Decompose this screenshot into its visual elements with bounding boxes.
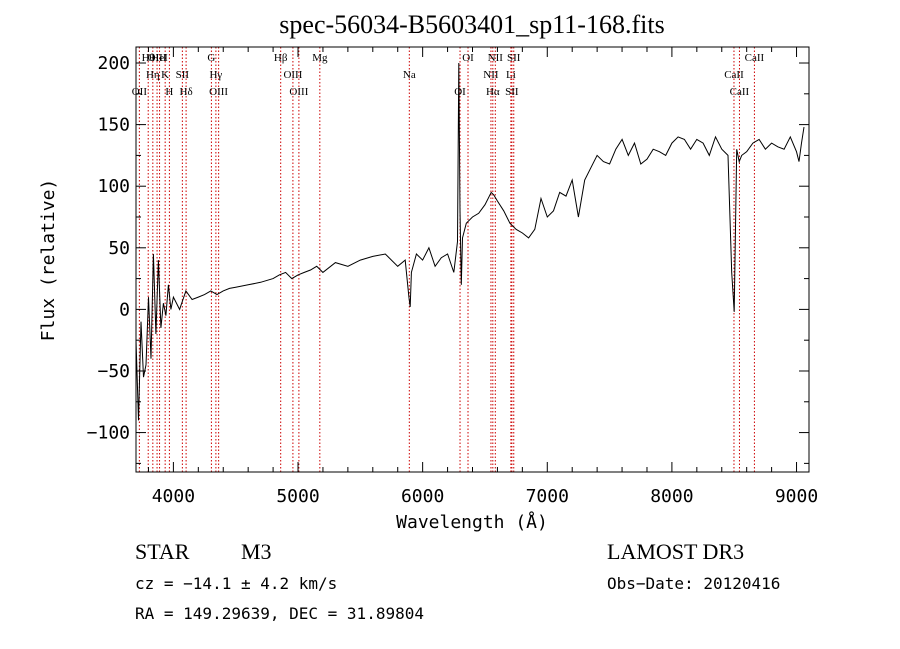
x-tick-label: 8000 — [650, 486, 693, 507]
line-marker-label: Hθ — [142, 52, 155, 64]
line-marker-label: SII — [505, 86, 519, 98]
y-tick-label: 150 — [97, 115, 130, 136]
line-marker-label: Hδ — [180, 86, 193, 98]
object-subclass: M3 — [241, 539, 272, 564]
line-marker-label: OIII — [283, 69, 302, 81]
x-tick-label: 9000 — [775, 486, 818, 507]
y-tick-label: 0 — [119, 299, 130, 320]
y-tick-label: −50 — [97, 361, 130, 382]
y-tick-label: 100 — [97, 176, 130, 197]
x-axis-label: Wavelength (Å) — [396, 511, 548, 533]
line-marker-label: Li — [506, 69, 516, 81]
line-marker-label: HeI — [151, 52, 168, 64]
x-axis-ticks: 4000 5000 6000 7000 8000 9000 — [147, 47, 818, 507]
line-marker-label: G — [207, 52, 215, 64]
plot-frame — [135, 46, 810, 473]
survey-name: LAMOST DR3 — [607, 539, 744, 564]
line-marker-label: OIII — [289, 86, 308, 98]
line-marker-labels: Hθ Hη OII OIII KH HeI SII Hδ G Hγ OIII Hβ OIII OIII Mg… — [132, 52, 765, 98]
line-marker-label: SII — [507, 52, 521, 64]
line-marker-label: OI — [462, 52, 474, 64]
line-marker-label: SII — [176, 69, 190, 81]
x-tick-label: 6000 — [401, 486, 444, 507]
line-markers — [138, 47, 755, 472]
line-marker-label: CaII — [745, 52, 765, 64]
line-marker-label: NII — [483, 69, 499, 81]
line-marker-label: H — [165, 86, 173, 98]
y-axis-ticks: −100 −50 0 50 100 150 200 — [87, 53, 809, 464]
spectrum-line — [135, 62, 805, 421]
chart-title: spec-56034-B5603401_sp11-168.fits — [279, 10, 664, 39]
line-marker-label: Hβ — [274, 52, 288, 64]
line-marker-label: OIII — [148, 52, 167, 64]
line-marker-label: OI — [454, 86, 466, 98]
cz-value: cz = −14.1 ± 4.2 km/s — [135, 574, 337, 593]
x-tick-label: 5000 — [276, 486, 319, 507]
line-marker-label: OII — [132, 86, 148, 98]
line-marker-label: NII — [488, 52, 504, 64]
x-tick-label: 4000 — [152, 486, 195, 507]
obs-date: Obs−Date: 20120416 — [607, 574, 780, 593]
x-tick-label: 7000 — [526, 486, 569, 507]
line-marker-label: CaII — [730, 86, 750, 98]
y-tick-label: −100 — [87, 423, 130, 444]
ra-dec: RA = 149.29639, DEC = 31.89804 — [135, 604, 424, 623]
line-marker-label: Na — [403, 69, 416, 81]
line-marker-label: Hη — [146, 69, 160, 81]
y-tick-label: 200 — [97, 53, 130, 74]
line-marker-label: CaII — [724, 69, 744, 81]
line-marker-label: Hγ — [209, 69, 222, 81]
line-marker-label: Hα — [486, 86, 500, 98]
y-tick-label: 50 — [108, 238, 130, 259]
line-marker-label: K — [161, 69, 169, 81]
y-axis-label: Flux (relative) — [38, 179, 59, 342]
line-marker-label: Mg — [312, 52, 328, 64]
line-marker-label: OIII — [209, 86, 228, 98]
object-type: STAR — [135, 539, 190, 564]
